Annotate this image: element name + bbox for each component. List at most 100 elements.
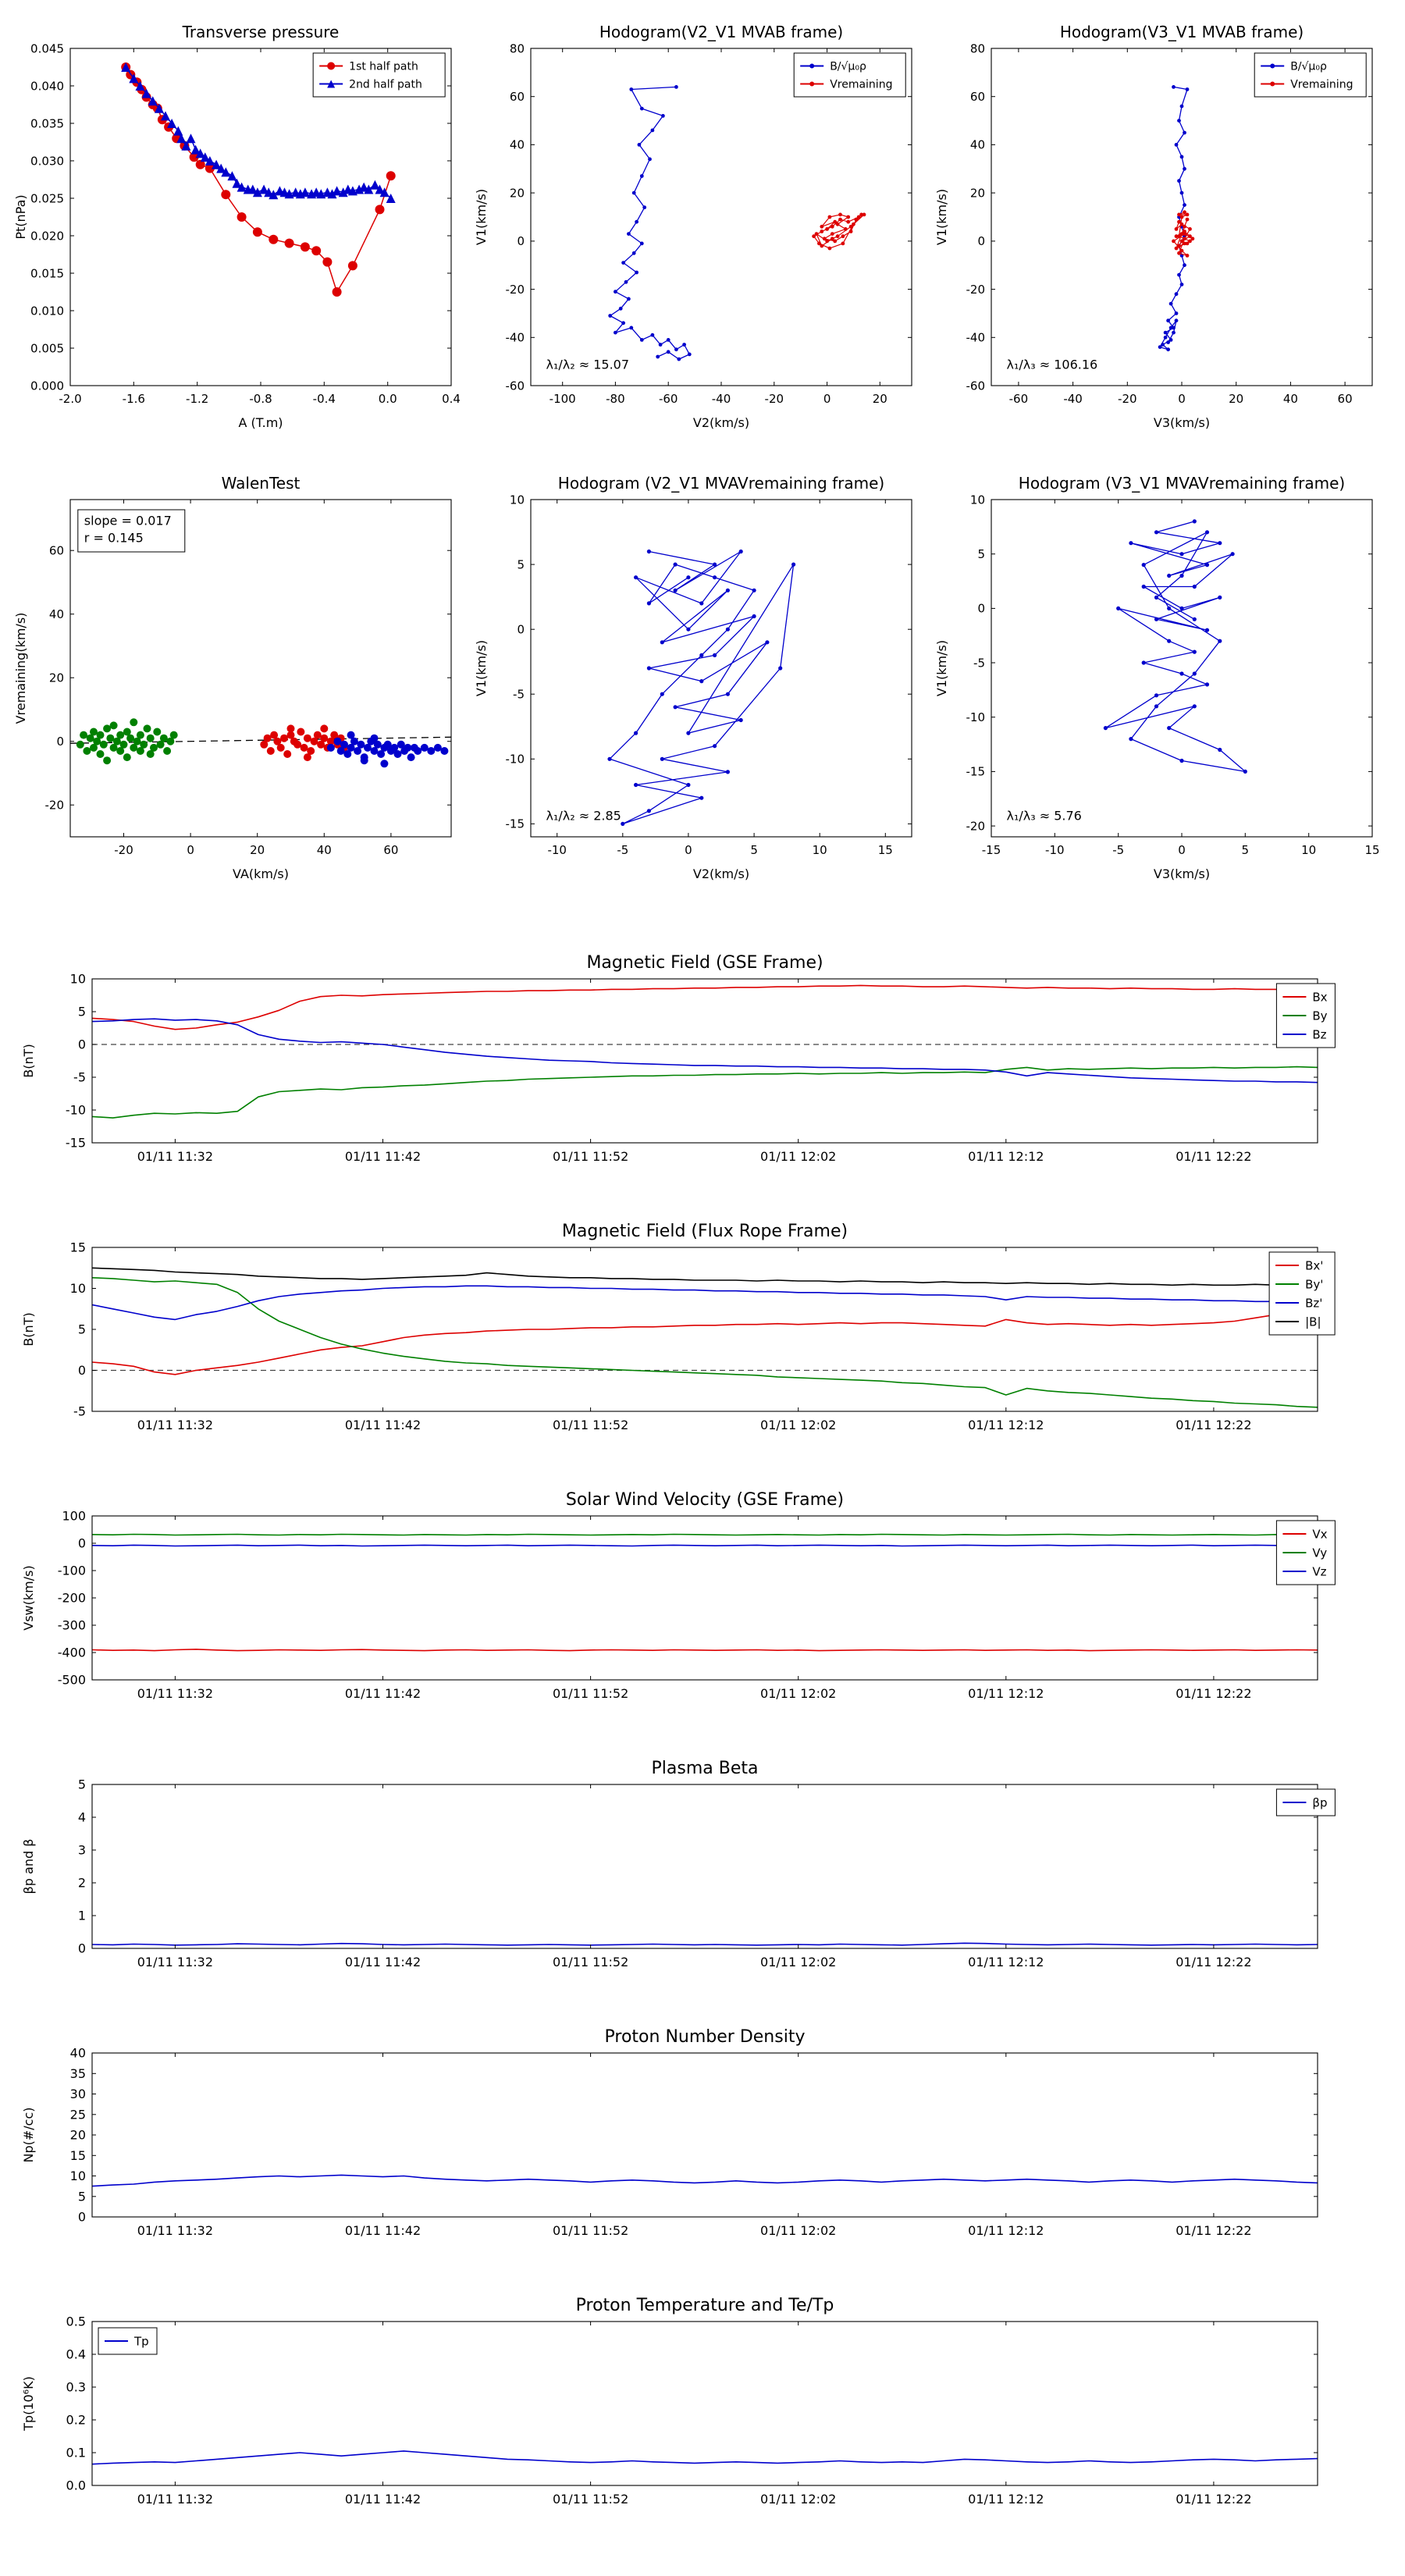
svg-text:10: 10 [1301,843,1316,857]
svg-text:-10: -10 [66,1103,86,1118]
svg-text:0: 0 [1178,843,1186,857]
svg-text:Hodogram(V3_V1 MVAB frame): Hodogram(V3_V1 MVAB frame) [1060,23,1304,41]
svg-text:40: 40 [970,138,985,152]
svg-text:V2(km/s): V2(km/s) [693,415,749,430]
svg-text:Plasma Beta: Plasma Beta [652,1759,759,1778]
svg-text:40: 40 [317,843,332,857]
svg-text:2: 2 [78,1876,86,1891]
svg-text:01/11 11:52: 01/11 11:52 [553,2492,628,2507]
svg-text:01/11 12:02: 01/11 12:02 [760,1149,836,1164]
chart-transverse-pressure: -2.0 -1.6 -1.2 -0.8 -0.4 0.0 0.4 0.000 0.005 0.01… [8,12,465,434]
svg-text:20: 20 [250,843,265,857]
svg-text:20: 20 [49,671,64,685]
chart-hodogram-v3v1-mvav: -15 -10 -5 0 5 10 15 -20 -15 -10 -5 0 5 10 Hodogram (V… [929,464,1386,885]
svg-text:60: 60 [49,544,64,558]
svg-text:10: 10 [510,493,525,507]
svg-text:01/11 11:52: 01/11 11:52 [553,1418,628,1432]
svg-text:-10: -10 [547,843,567,857]
svg-text:01/11 11:52: 01/11 11:52 [553,1149,628,1164]
svg-text:01/11 12:22: 01/11 12:22 [1176,2223,1251,2238]
svg-text:-40: -40 [712,392,731,406]
svg-text:0: 0 [1178,392,1186,406]
svg-text:Hodogram(V2_V1 MVAB frame): Hodogram(V2_V1 MVAB frame) [599,23,843,41]
svg-text:25: 25 [70,2107,86,2122]
svg-text:35: 35 [70,2066,86,2081]
svg-text:0.010: 0.010 [30,304,64,318]
svg-text:-60: -60 [659,392,678,406]
svg-text:-400: -400 [58,1646,86,1660]
svg-text:01/11 11:32: 01/11 11:32 [137,1418,213,1432]
svg-text:01/11 12:12: 01/11 12:12 [968,1418,1044,1432]
svg-text:-20: -20 [765,392,784,406]
svg-text:-15: -15 [982,843,1001,857]
svg-text:Bx: Bx [1312,990,1327,1004]
svg-text:100: 100 [62,1509,86,1524]
svg-text:V1(km/s): V1(km/s) [474,189,489,245]
svg-text:-100: -100 [550,392,576,406]
svg-text:-200: -200 [58,1591,86,1606]
svg-text:5: 5 [78,1005,86,1019]
svg-text:By': By' [1305,1277,1323,1291]
svg-text:Solar Wind Velocity (GSE Frame: Solar Wind Velocity (GSE Frame) [566,1490,844,1510]
svg-text:01/11 11:32: 01/11 11:32 [137,1955,213,1969]
svg-text:-0.4: -0.4 [313,392,336,406]
svg-text:λ₁/λ₃ ≈ 5.76: λ₁/λ₃ ≈ 5.76 [1007,808,1082,823]
svg-text:0.2: 0.2 [66,2413,86,2428]
svg-text:Bx': Bx' [1305,1258,1323,1272]
svg-text:01/11 11:42: 01/11 11:42 [345,1418,421,1432]
svg-text:01/11 11:52: 01/11 11:52 [553,1686,628,1701]
svg-text:0.3: 0.3 [66,2380,86,2395]
svg-text:-15: -15 [66,1136,86,1151]
svg-text:-5: -5 [73,1404,86,1419]
svg-text:λ₁/λ₂ ≈ 2.85: λ₁/λ₂ ≈ 2.85 [546,808,621,823]
svg-text:r = 0.145: r = 0.145 [84,531,144,546]
svg-text:0.015: 0.015 [30,266,64,280]
svg-text:10: 10 [70,1281,86,1296]
svg-text:0.005: 0.005 [30,341,64,355]
svg-text:5: 5 [1242,843,1250,857]
svg-text:B/√μ₀ρ: B/√μ₀ρ [830,60,866,73]
svg-text:-40: -40 [506,331,525,345]
svg-text:15: 15 [70,2148,86,2163]
svg-text:βp: βp [1312,1795,1327,1809]
time-series-panels: 01/11 11:32 01/11 11:42 01/11 11:52 01/11 1… [0,945,1405,2521]
svg-text:01/11 11:32: 01/11 11:32 [137,2223,213,2238]
svg-text:01/11 12:12: 01/11 12:12 [968,1149,1044,1164]
svg-text:1st half path: 1st half path [349,60,418,73]
svg-text:βp and β: βp and β [21,1839,36,1895]
svg-text:20: 20 [970,186,985,200]
svg-text:01/11 12:12: 01/11 12:12 [968,2492,1044,2507]
svg-text:Vy: Vy [1312,1546,1327,1560]
svg-text:0: 0 [823,392,831,406]
svg-text:Hodogram (V3_V1 MVAVremaining: Hodogram (V3_V1 MVAVremaining frame) [1019,474,1345,493]
svg-text:0: 0 [187,843,194,857]
svg-text:-5: -5 [73,1070,86,1085]
svg-text:Proton Temperature and Te/Tp: Proton Temperature and Te/Tp [576,2296,834,2315]
svg-text:Bz: Bz [1312,1027,1326,1041]
svg-text:Magnetic Field (GSE Frame): Magnetic Field (GSE Frame) [586,953,823,973]
svg-text:-10: -10 [1045,843,1065,857]
svg-text:01/11 12:12: 01/11 12:12 [968,1955,1044,1969]
svg-text:-15: -15 [506,817,525,831]
svg-text:B/√μ₀ρ: B/√μ₀ρ [1290,60,1327,73]
svg-text:40: 40 [49,607,64,621]
svg-text:Np(#/cc): Np(#/cc) [21,2108,36,2163]
svg-text:-10: -10 [506,753,525,767]
svg-text:0.4: 0.4 [66,2347,86,2362]
chart-magnetic-field-flux-rope: 01/11 11:32 01/11 11:42 01/11 11:52 01/11 1… [0,1213,1405,1447]
svg-text:10: 10 [70,2169,86,2183]
svg-text:-5: -5 [1112,843,1124,857]
svg-text:01/11 11:42: 01/11 11:42 [345,2492,421,2507]
svg-text:-15: -15 [966,765,986,779]
svg-text:3: 3 [78,1843,86,1858]
svg-text:V2(km/s): V2(km/s) [693,866,749,881]
svg-text:4: 4 [78,1810,86,1825]
svg-text:01/11 12:12: 01/11 12:12 [968,2223,1044,2238]
svg-text:slope = 0.017: slope = 0.017 [84,514,172,528]
svg-text:λ₁/λ₂ ≈ 15.07: λ₁/λ₂ ≈ 15.07 [546,357,630,372]
svg-text:20: 20 [873,392,887,406]
svg-text:0.025: 0.025 [30,191,64,205]
svg-text:01/11 12:02: 01/11 12:02 [760,1686,836,1701]
svg-text:0: 0 [78,1536,86,1551]
